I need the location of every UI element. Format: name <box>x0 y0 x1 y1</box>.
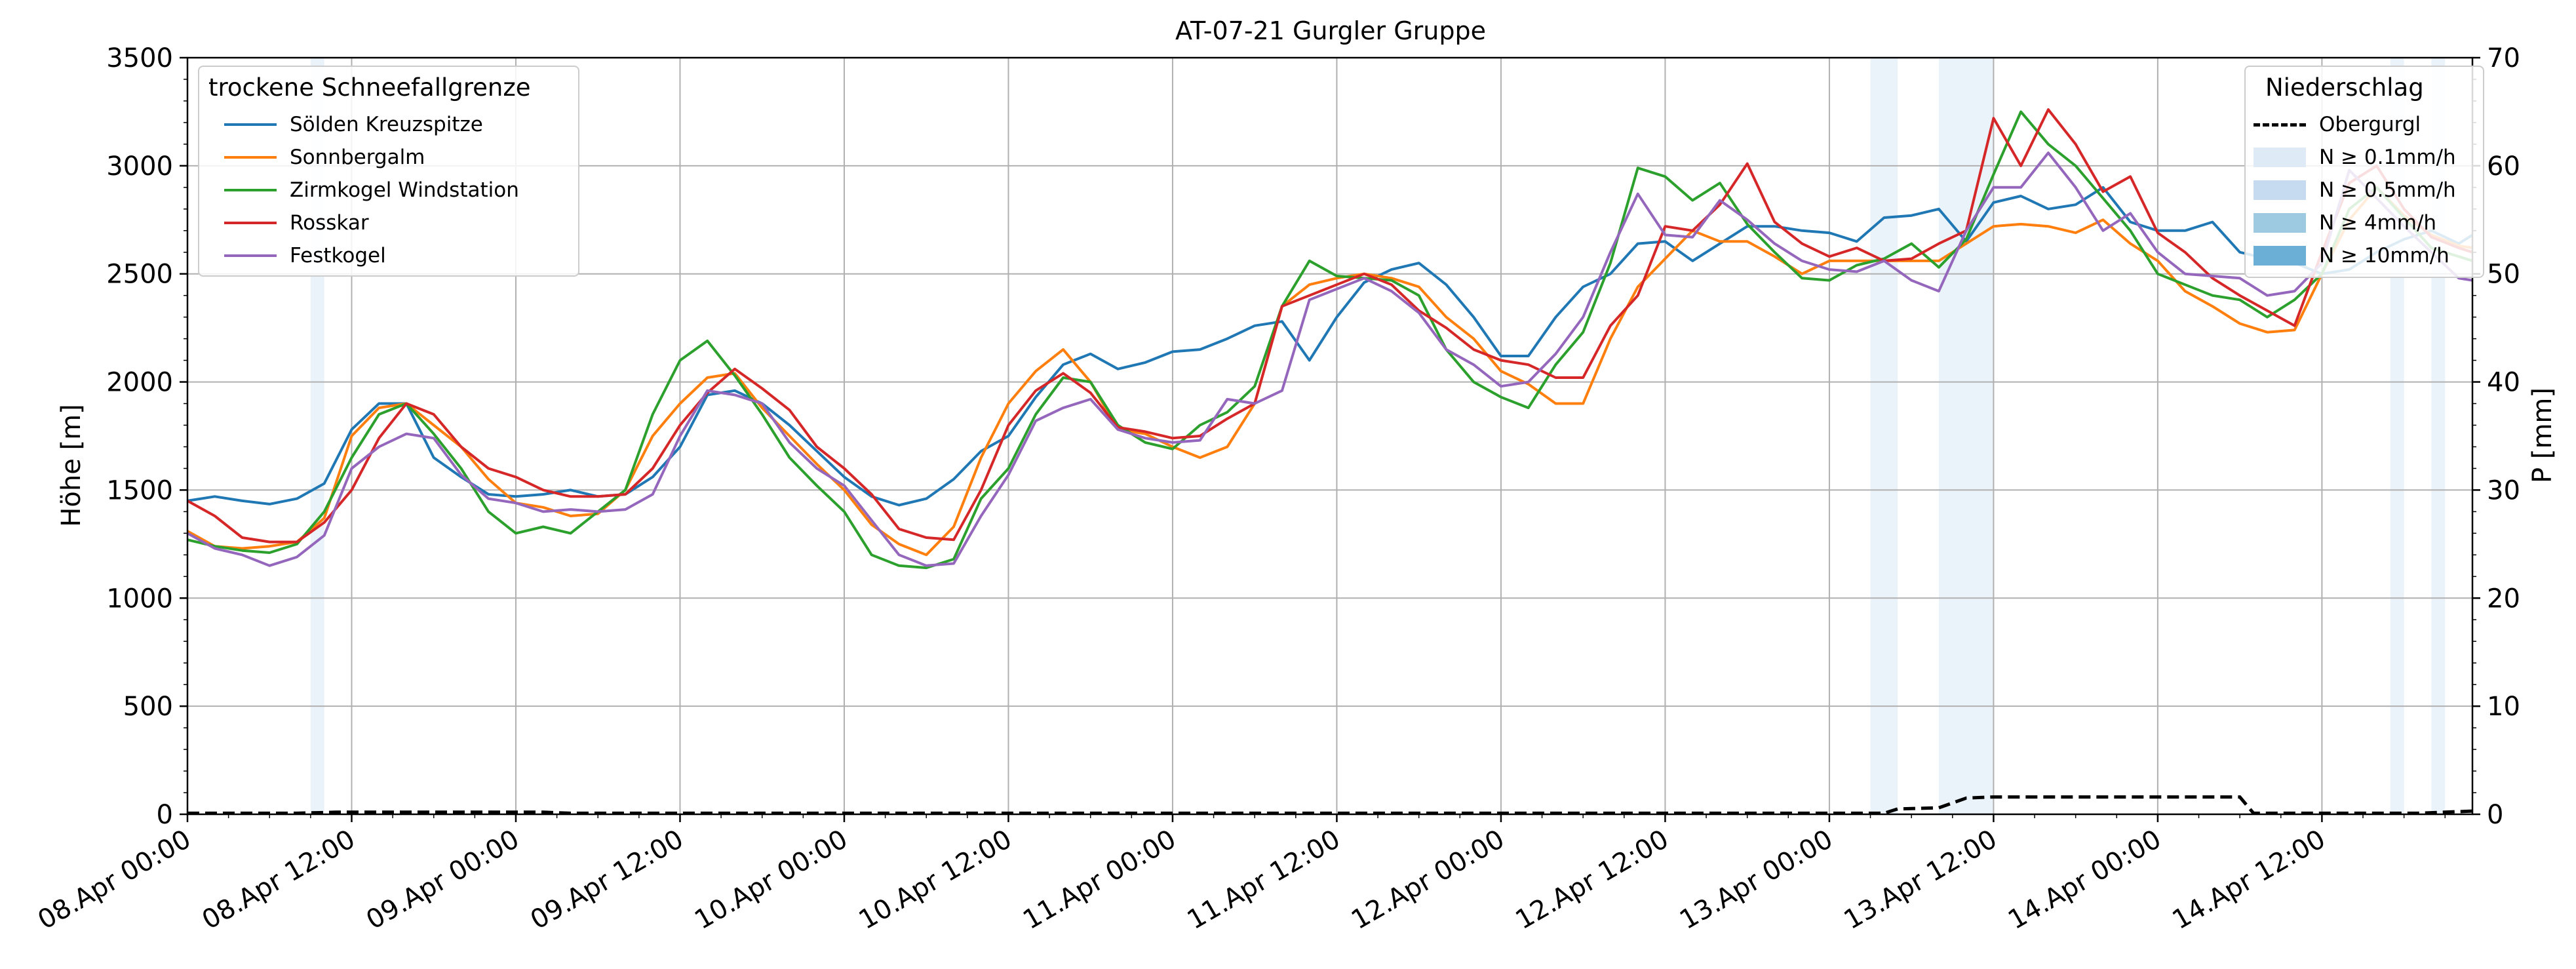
precip-line-layer <box>187 795 2473 815</box>
y2-tick-label: 10 <box>2487 692 2520 722</box>
snowline-legend-item: Sonnbergalm <box>224 142 425 173</box>
snowline-legend-item: Rosskar <box>224 207 369 239</box>
snowline-legend-item: Sölden Kreuzspitze <box>224 109 483 140</box>
x-tick-label: 13.Apr 00:00 <box>1675 824 1838 936</box>
legend-label: Festkogel <box>290 244 386 267</box>
chart-title: AT-07-21 Gurgler Gruppe <box>1175 16 1486 45</box>
x-tick-label: 08.Apr 12:00 <box>197 824 361 936</box>
series-line <box>187 108 2473 544</box>
precip-bands-layer <box>310 58 2446 814</box>
series-layer <box>187 108 2474 570</box>
y2-tick-label: 40 <box>2487 368 2520 398</box>
x-tick-label: 08.Apr 00:00 <box>33 824 196 936</box>
precip-legend-item: N ≥ 0.1mm/h <box>2254 142 2456 173</box>
legend-label: Rosskar <box>290 211 369 235</box>
y-tick-label: 3000 <box>106 151 173 182</box>
legend-label: N ≥ 10mm/h <box>2319 244 2449 267</box>
y2-tick-label: 70 <box>2487 43 2520 73</box>
x-tick-label: 12.Apr 00:00 <box>1346 824 1510 936</box>
legend-swatch <box>2254 180 2306 200</box>
legend-label: Obergurgl <box>2319 113 2421 136</box>
plot-frame <box>186 56 2474 816</box>
precip-line-obergurgl <box>187 795 2473 815</box>
y-tick-label: 3500 <box>106 43 173 73</box>
legend-label: N ≥ 4mm/h <box>2319 211 2437 235</box>
series-line <box>187 110 2473 570</box>
y-tick-label: 1000 <box>106 583 173 614</box>
x-tick-label: 12.Apr 12:00 <box>1511 824 1674 936</box>
y-tick-label: 0 <box>157 800 173 830</box>
legend-label: Sonnbergalm <box>290 146 425 169</box>
precip-legend-item: Obergurgl <box>2254 109 2421 140</box>
legend-swatch <box>2254 213 2306 233</box>
x-tick-label: 09.Apr 00:00 <box>361 824 524 936</box>
precip-legend-item: N ≥ 0.5mm/h <box>2254 174 2456 206</box>
y-tick-label: 2500 <box>106 260 173 290</box>
snowline-legend: trockene Schneefallgrenze Sölden Kreuzsp… <box>198 66 579 277</box>
y-tick-label: 500 <box>123 692 173 722</box>
y-tick-label: 2000 <box>106 368 173 398</box>
legend-swatch <box>224 156 277 159</box>
legend-swatch <box>224 189 277 191</box>
x-tick-label: 10.Apr 00:00 <box>690 824 853 936</box>
y2-tick-label: 60 <box>2487 151 2520 182</box>
x-tick-label: 14.Apr 00:00 <box>2003 824 2166 936</box>
series-line <box>187 186 2474 507</box>
precip-band <box>1938 58 1994 814</box>
legend-swatch <box>2254 148 2306 167</box>
snowline-legend-item: Festkogel <box>224 240 386 271</box>
legend-label: Zirmkogel Windstation <box>290 178 519 202</box>
y2-tick-label: 20 <box>2487 583 2520 614</box>
y-axis-label: Höhe [m] <box>56 404 87 526</box>
x-tick-label: 10.Apr 12:00 <box>854 824 1017 936</box>
legend-label: N ≥ 0.1mm/h <box>2319 146 2456 169</box>
precip-legend-title: Niederschlag <box>2265 73 2424 102</box>
snowline-legend-item: Zirmkogel Windstation <box>224 174 519 206</box>
snowline-legend-title: trockene Schneefallgrenze <box>208 73 531 102</box>
x-tick-label: 11.Apr 12:00 <box>1182 824 1346 936</box>
x-tick-label: 11.Apr 00:00 <box>1018 824 1181 936</box>
legend-swatch <box>2254 246 2306 266</box>
series-line <box>187 151 2473 567</box>
x-tick-label: 09.Apr 12:00 <box>526 824 689 936</box>
legend-swatch <box>2254 123 2306 127</box>
series-line <box>187 186 2473 557</box>
x-tick-label: 13.Apr 12:00 <box>1839 824 2002 936</box>
y2-tick-label: 30 <box>2487 475 2520 505</box>
legend-label: N ≥ 0.5mm/h <box>2319 178 2456 202</box>
y2-tick-label: 50 <box>2487 260 2520 290</box>
y-tick-label: 1500 <box>106 475 173 505</box>
precip-legend-item: N ≥ 4mm/h <box>2254 207 2436 239</box>
legend-swatch <box>224 123 277 126</box>
y2-axis-label: P [mm] <box>2527 387 2558 483</box>
axes-layer <box>186 56 2474 816</box>
precip-legend-item: N ≥ 10mm/h <box>2254 240 2449 271</box>
x-tick-label: 14.Apr 12:00 <box>2168 824 2331 936</box>
precip-band <box>1870 58 1898 814</box>
legend-label: Sölden Kreuzspitze <box>290 113 483 136</box>
legend-swatch <box>224 222 277 224</box>
y2-tick-label: 0 <box>2487 800 2503 830</box>
precip-legend: Niederschlag Obergurgl N ≥ 0.1mm/h N ≥ 0.5… <box>2244 66 2484 278</box>
legend-swatch <box>224 254 277 257</box>
